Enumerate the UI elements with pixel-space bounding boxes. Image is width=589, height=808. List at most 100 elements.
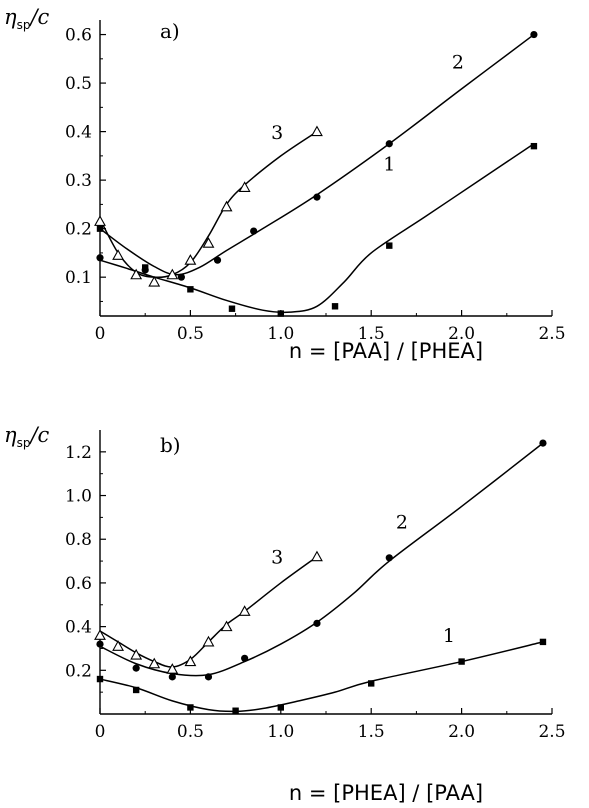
- series-curve: [99, 33, 535, 276]
- series-label: 3: [271, 122, 283, 144]
- y-axis-title-symbol: η: [4, 423, 17, 447]
- x-tick-label: 2.0: [448, 324, 475, 344]
- data-point-triangle: [184, 254, 197, 265]
- data-point-circle: [313, 619, 321, 627]
- panel-a: 0 0.5 1.0 1.5 2.0 2.5 0.1 0.2 0.3 0.4 0.5 0.6 ηsp/c a…: [4, 5, 566, 363]
- series-2: 2: [96, 439, 547, 681]
- series-3: 3: [94, 122, 323, 287]
- data-point-circle: [250, 227, 258, 235]
- data-point-square: [386, 242, 393, 249]
- data-point-triangle: [166, 268, 179, 280]
- x-tick-label: 2.5: [538, 722, 565, 742]
- data-point-circle: [96, 254, 104, 262]
- data-point-triangle: [94, 215, 106, 226]
- series-curve: [99, 641, 544, 713]
- data-point-triangle: [148, 657, 161, 669]
- y-tick-label: 0.2: [65, 661, 92, 681]
- data-point-triangle: [112, 249, 125, 260]
- x-tick-label: 1.5: [358, 722, 385, 742]
- x-tick-label: 0: [95, 722, 106, 742]
- y-axis-title: ηsp/c: [4, 423, 50, 450]
- panel-label: b): [160, 433, 181, 457]
- data-point-triangle: [311, 125, 323, 137]
- series-curve: [99, 143, 535, 314]
- data-point-circle: [313, 193, 321, 201]
- data-point-square: [277, 310, 284, 317]
- x-tick-label: 1.0: [267, 722, 294, 742]
- series-1: 1: [96, 142, 538, 317]
- data-point-triangle: [220, 200, 233, 212]
- data-point-circle: [213, 256, 222, 264]
- x-axis-title: n = [PAA] / [PHEA]: [289, 339, 483, 363]
- y-tick-label: 0.1: [65, 268, 92, 288]
- data-point-triangle: [238, 605, 251, 616]
- data-point-circle: [96, 640, 104, 648]
- data-point-square: [530, 142, 538, 150]
- data-point-triangle: [130, 268, 143, 280]
- y-axis-title: ηsp/c: [4, 5, 50, 32]
- data-point-circle: [385, 554, 393, 562]
- data-point-square: [277, 704, 284, 711]
- y-tick-label: 0.3: [65, 171, 92, 191]
- data-point-circle: [241, 654, 249, 662]
- data-point-triangle: [202, 237, 215, 248]
- data-point-circle: [539, 439, 547, 447]
- series-2: 2: [96, 30, 538, 281]
- data-point-triangle: [148, 275, 161, 287]
- data-point-triangle: [184, 655, 197, 667]
- y-axis-title-subscript: sp: [17, 436, 31, 450]
- series-1: 1: [96, 625, 547, 714]
- y-tick-label: 0.6: [65, 574, 92, 594]
- x-axis-title: n = [PHEA] / [PAA]: [289, 781, 483, 805]
- data-point-square: [368, 680, 375, 687]
- data-point-square: [331, 303, 339, 310]
- data-point-square: [96, 225, 104, 232]
- data-point-square: [458, 658, 465, 665]
- x-tick-label: 2.0: [448, 722, 475, 742]
- x-tick-label: 1.0: [267, 324, 294, 344]
- x-tick-label: 2.5: [538, 324, 565, 344]
- data-point-square: [539, 638, 547, 646]
- series-label: 2: [396, 511, 408, 533]
- x-tick-label: 1.5: [358, 324, 385, 344]
- data-point-triangle: [166, 663, 179, 674]
- data-point-square: [96, 675, 104, 683]
- y-tick-label: 1.0: [65, 487, 92, 507]
- data-point-triangle: [220, 620, 233, 632]
- y-tick-label: 0.4: [65, 618, 92, 638]
- data-point-circle: [530, 30, 538, 39]
- series-3: 3: [94, 546, 323, 674]
- series-curve: [99, 442, 544, 677]
- y-tick-label: 0.5: [65, 74, 92, 94]
- y-axis-title-symbol: η: [4, 5, 17, 29]
- data-point-triangle: [112, 640, 125, 651]
- data-point-square: [232, 707, 239, 714]
- data-point-circle: [141, 266, 149, 274]
- data-point-circle: [204, 673, 213, 681]
- series-curve: [99, 556, 318, 668]
- data-point-circle: [132, 664, 140, 672]
- series-label: 2: [452, 52, 464, 74]
- x-tick-label: 0.5: [177, 324, 204, 344]
- data-point-triangle: [202, 635, 215, 647]
- x-tick-label: 0.5: [177, 722, 204, 742]
- data-point-circle: [177, 273, 185, 281]
- x-tick-label: 0: [95, 324, 106, 344]
- data-point-triangle: [130, 648, 143, 660]
- panel-label: a): [160, 19, 180, 43]
- y-axis-title-subscript: sp: [17, 18, 31, 32]
- y-tick-label: 0.4: [65, 123, 92, 143]
- data-point-triangle: [94, 629, 106, 640]
- y-tick-label: 0.2: [65, 220, 92, 240]
- data-point-circle: [385, 140, 393, 148]
- data-point-square: [132, 686, 140, 694]
- y-axis-title-tail: /c: [28, 423, 49, 447]
- series-label: 3: [271, 546, 283, 568]
- y-tick-label: 0.8: [65, 530, 92, 550]
- data-point-square: [228, 305, 236, 312]
- y-tick-label: 1.2: [65, 443, 92, 463]
- series-curve: [99, 130, 318, 279]
- data-point-triangle: [311, 550, 323, 562]
- series-label: 1: [443, 625, 455, 647]
